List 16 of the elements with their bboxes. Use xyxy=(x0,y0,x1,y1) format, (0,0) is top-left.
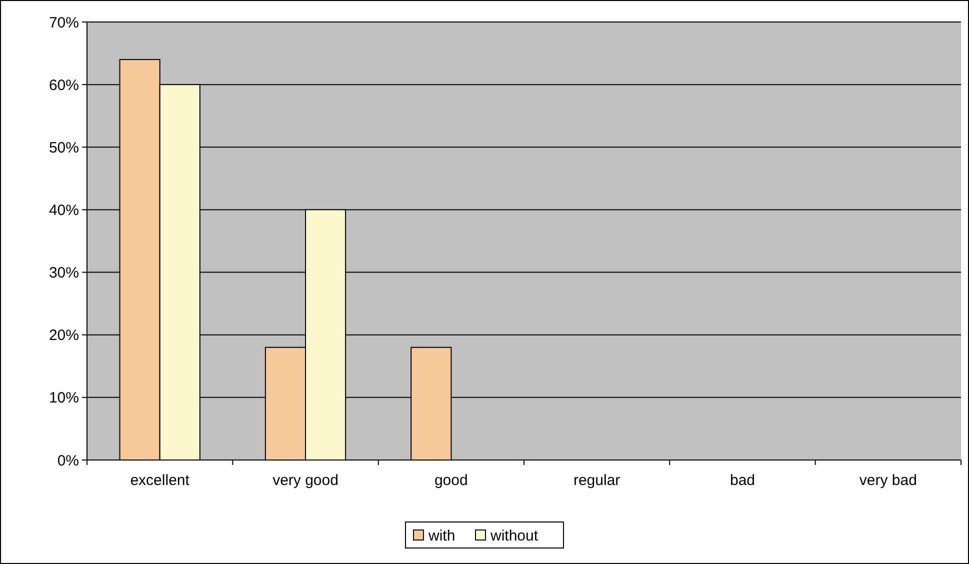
y-tick-label: 70% xyxy=(48,14,79,32)
y-tick-label: 20% xyxy=(48,327,79,344)
x-tick-label: bad xyxy=(730,472,756,489)
y-tick-label: 40% xyxy=(48,202,79,219)
x-tick-label: very bad xyxy=(859,472,917,489)
x-tick-label: regular xyxy=(573,472,620,489)
y-tick-label: 50% xyxy=(48,139,79,156)
legend-label: without xyxy=(490,527,539,544)
x-tick-label: good xyxy=(434,472,468,489)
y-tick-label: 0% xyxy=(57,452,79,470)
y-tick-label: 10% xyxy=(48,390,79,407)
legend-label: with xyxy=(428,527,456,544)
x-tick-label: very good xyxy=(272,472,338,489)
y-tick-label: 60% xyxy=(48,76,79,94)
x-tick-label: excellent xyxy=(130,472,190,489)
y-tick-label: 30% xyxy=(48,264,79,282)
